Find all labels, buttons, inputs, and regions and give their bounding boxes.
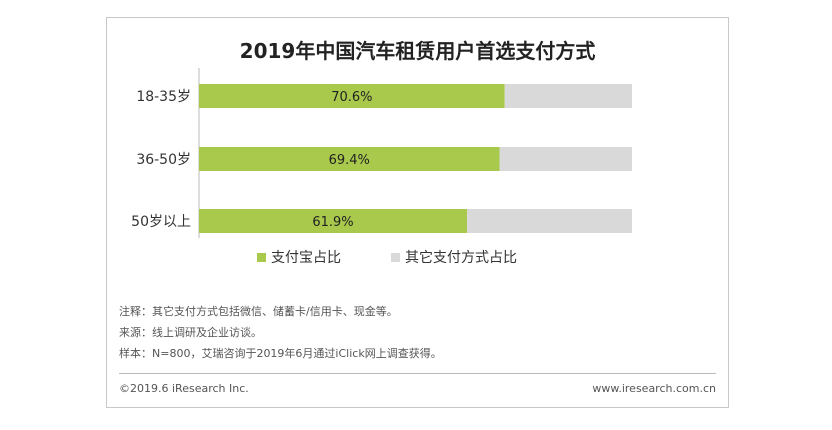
footer-copyright: ©2019.6 iResearch Inc. (119, 382, 249, 395)
legend-label-alipay: 支付宝占比 (271, 250, 341, 266)
category-label: 18-35岁 (136, 89, 191, 105)
legend-item-alipay: 支付宝占比 (257, 247, 341, 267)
bar-other (467, 209, 632, 233)
chart-frame: 2019年中国汽车租赁用户首选支付方式 18-35岁 70.6% 36-50岁 69.… (106, 17, 729, 408)
bar-other (504, 84, 632, 108)
legend-swatch-alipay (257, 252, 266, 262)
bar-value-label: 69.4% (329, 153, 370, 168)
bar-alipay (199, 147, 500, 171)
bar-alipay (199, 209, 468, 233)
category-label: 36-50岁 (136, 152, 191, 168)
note-text: 注释：其它支付方式包括微信、储蓄卡/信用卡、现金等。 (119, 305, 398, 318)
chart-title: 2019年中国汽车租赁用户首选支付方式 (239, 39, 596, 63)
legend: 支付宝占比 其它支付方式占比 (257, 247, 517, 267)
bar-alipay (199, 84, 505, 108)
notes: 注释：其它支付方式包括微信、储蓄卡/信用卡、现金等。 来源：线上调研及企业访谈。… (119, 301, 442, 364)
bar-chart: 18-35岁 70.6% 36-50岁 69.4% 50岁以上 61.9% (131, 68, 632, 238)
category-label: 50岁以上 (131, 214, 191, 230)
source-text: 来源：线上调研及企业访谈。 (119, 326, 262, 339)
sample-text: 样本：N=800，艾瑞咨询于2019年6月通过iClick网上调查获得。 (119, 347, 442, 360)
legend-item-other: 其它支付方式占比 (391, 247, 517, 267)
bar-other (499, 147, 632, 171)
footer-divider (119, 373, 716, 374)
bar-value-label: 70.6% (331, 90, 372, 105)
legend-swatch-other (391, 252, 400, 262)
legend-label-other: 其它支付方式占比 (405, 250, 517, 266)
footer-website: www.iresearch.com.cn (592, 382, 716, 395)
bar-value-label: 61.9% (312, 215, 353, 230)
